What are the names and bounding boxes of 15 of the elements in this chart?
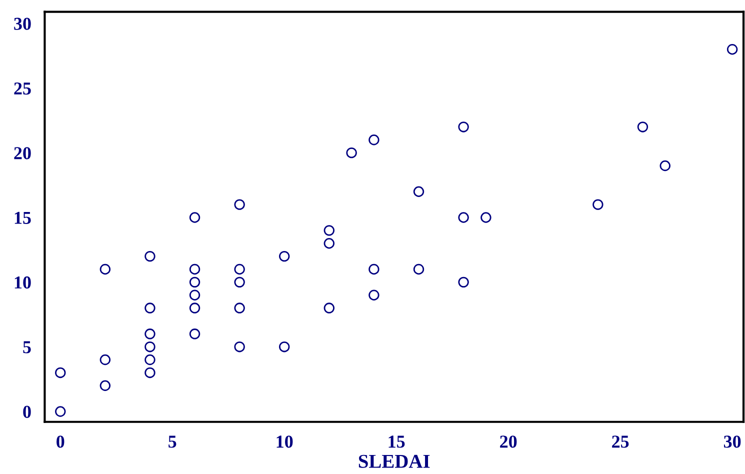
x-tick-label: 20 [500,436,517,448]
y-tick-label: 30 [14,18,31,30]
x-tick-label: 30 [724,436,741,448]
y-tick-label: 0 [23,406,31,418]
y-tick-label: 10 [14,276,31,289]
x-tick-label: 5 [168,436,176,448]
y-tick-label: 25 [14,82,31,95]
y-tick-label: 5 [23,341,31,354]
x-axis-title: SLEDAI [358,454,430,468]
y-tick-label: 15 [14,212,31,224]
y-tick-label: 20 [14,147,31,160]
x-tick-label: 15 [388,436,405,448]
x-tick-label: 25 [612,436,629,448]
x-tick-label: 10 [276,436,293,448]
x-tick-label: 0 [56,436,64,448]
